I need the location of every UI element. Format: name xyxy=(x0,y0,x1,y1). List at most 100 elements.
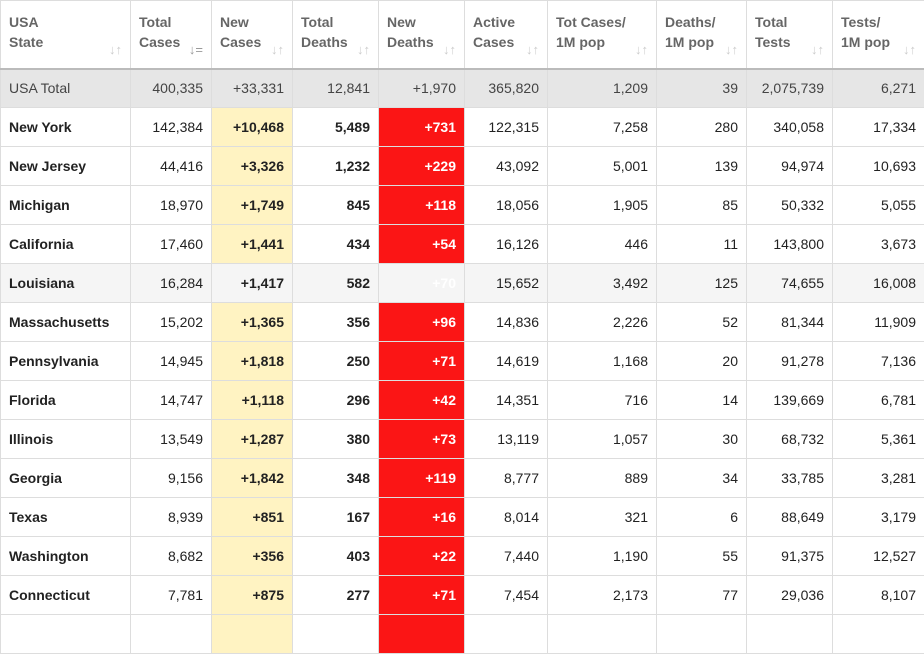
cell-total-tests: 340,058 xyxy=(747,108,833,147)
cell-new-deaths: +70 xyxy=(379,264,465,303)
cell-total-deaths: 348 xyxy=(293,459,379,498)
cell-new-cases: +1,118 xyxy=(212,381,293,420)
cell-tests-per-1m: 3,281 xyxy=(833,459,924,498)
cell-state[interactable]: California xyxy=(1,225,131,264)
cell-new-cases: +1,749 xyxy=(212,186,293,225)
table-row xyxy=(1,615,924,654)
cell-tests-per-1m: 3,673 xyxy=(833,225,924,264)
cell-state[interactable]: Georgia xyxy=(1,459,131,498)
column-header-line1: Tests/ xyxy=(841,14,880,30)
cell-state[interactable]: Florida xyxy=(1,381,131,420)
cell-total-deaths: 582 xyxy=(293,264,379,303)
sort-arrows-icon[interactable]: ↓↑ xyxy=(635,43,648,56)
cell-new-cases xyxy=(212,615,293,654)
cell-total-tests: 50,332 xyxy=(747,186,833,225)
cell-total-deaths: 356 xyxy=(293,303,379,342)
cell-total-cases: 8,939 xyxy=(131,498,212,537)
column-header-tot-cases-per-1m[interactable]: Tot Cases/1M pop↓↑ xyxy=(548,1,657,69)
cell-new-cases: +1,842 xyxy=(212,459,293,498)
cell-state[interactable]: Louisiana xyxy=(1,264,131,303)
cell-total-tests xyxy=(747,615,833,654)
column-header-line2: Tests xyxy=(755,34,791,50)
cell-total-deaths: 434 xyxy=(293,225,379,264)
cell-state[interactable]: Washington xyxy=(1,537,131,576)
cell-deaths-per-1m: 34 xyxy=(657,459,747,498)
cell-tests-per-1m: 5,055 xyxy=(833,186,924,225)
cell-deaths-per-1m: 39 xyxy=(657,69,747,108)
cell-state[interactable]: New Jersey xyxy=(1,147,131,186)
cell-total-tests: 139,669 xyxy=(747,381,833,420)
cell-total-tests: 33,785 xyxy=(747,459,833,498)
sort-arrows-icon[interactable]: ↓↑ xyxy=(811,43,824,56)
cell-total-tests: 91,375 xyxy=(747,537,833,576)
sort-arrows-icon[interactable]: ↓↑ xyxy=(109,43,122,56)
cell-active-cases: 365,820 xyxy=(465,69,548,108)
cell-deaths-per-1m: 14 xyxy=(657,381,747,420)
cell-tot-cases-per-1m: 716 xyxy=(548,381,657,420)
cell-state[interactable]: Texas xyxy=(1,498,131,537)
cell-tests-per-1m: 16,008 xyxy=(833,264,924,303)
cell-total-deaths: 250 xyxy=(293,342,379,381)
cell-new-cases: +1,287 xyxy=(212,420,293,459)
cell-total-tests: 29,036 xyxy=(747,576,833,615)
column-header-line2: Deaths xyxy=(387,34,434,50)
cell-total-deaths: 380 xyxy=(293,420,379,459)
cell-deaths-per-1m: 280 xyxy=(657,108,747,147)
cell-total-tests: 68,732 xyxy=(747,420,833,459)
cell-deaths-per-1m: 139 xyxy=(657,147,747,186)
cell-state[interactable]: Illinois xyxy=(1,420,131,459)
sort-arrows-icon[interactable]: ↓↑ xyxy=(443,43,456,56)
cell-total-tests: 143,800 xyxy=(747,225,833,264)
column-header-line1: Total xyxy=(755,14,787,30)
cell-new-deaths: +73 xyxy=(379,420,465,459)
cell-state[interactable]: New York xyxy=(1,108,131,147)
cell-tot-cases-per-1m: 889 xyxy=(548,459,657,498)
column-header-deaths-per-1m[interactable]: Deaths/1M pop↓↑ xyxy=(657,1,747,69)
cell-new-cases: +33,331 xyxy=(212,69,293,108)
cell-new-deaths: +731 xyxy=(379,108,465,147)
cell-tot-cases-per-1m: 1,057 xyxy=(548,420,657,459)
cell-state[interactable]: Michigan xyxy=(1,186,131,225)
column-header-tests-per-1m[interactable]: Tests/1M pop↓↑ xyxy=(833,1,924,69)
cell-state[interactable] xyxy=(1,615,131,654)
cell-new-cases: +1,365 xyxy=(212,303,293,342)
cell-active-cases: 14,836 xyxy=(465,303,548,342)
cell-state[interactable]: Massachusetts xyxy=(1,303,131,342)
sort-arrows-icon[interactable]: ↓↑ xyxy=(725,43,738,56)
cell-tot-cases-per-1m: 1,209 xyxy=(548,69,657,108)
cell-tot-cases-per-1m: 1,905 xyxy=(548,186,657,225)
column-header-line1: Deaths/ xyxy=(665,14,716,30)
cell-tests-per-1m: 17,334 xyxy=(833,108,924,147)
cell-tot-cases-per-1m: 2,226 xyxy=(548,303,657,342)
cell-state[interactable]: USA Total xyxy=(1,69,131,108)
sort-arrows-icon[interactable]: ↓↑ xyxy=(903,43,916,56)
cell-state[interactable]: Pennsylvania xyxy=(1,342,131,381)
cell-tests-per-1m: 5,361 xyxy=(833,420,924,459)
cell-tests-per-1m: 3,179 xyxy=(833,498,924,537)
cell-active-cases: 15,652 xyxy=(465,264,548,303)
sort-arrows-icon[interactable]: ↓= xyxy=(189,43,203,56)
sort-arrows-icon[interactable]: ↓↑ xyxy=(271,43,284,56)
cell-new-deaths: +42 xyxy=(379,381,465,420)
cell-active-cases xyxy=(465,615,548,654)
cell-total-cases: 9,156 xyxy=(131,459,212,498)
column-header-line2: Deaths xyxy=(301,34,348,50)
cell-new-cases: +1,818 xyxy=(212,342,293,381)
column-header-total-tests[interactable]: Total Tests ↓↑ xyxy=(747,1,833,69)
cell-tot-cases-per-1m xyxy=(548,615,657,654)
cell-tests-per-1m: 7,136 xyxy=(833,342,924,381)
sort-arrows-icon[interactable]: ↓↑ xyxy=(357,43,370,56)
cell-state[interactable]: Connecticut xyxy=(1,576,131,615)
cell-new-deaths: +22 xyxy=(379,537,465,576)
sort-arrows-icon[interactable]: ↓↑ xyxy=(526,43,539,56)
